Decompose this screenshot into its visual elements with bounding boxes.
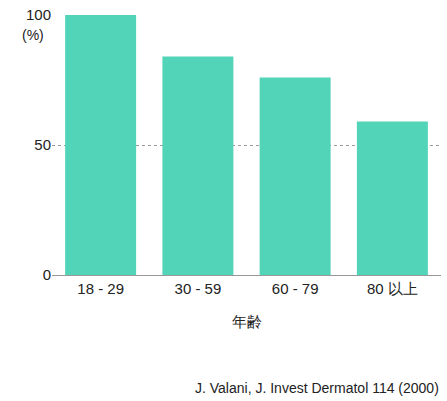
svg-text:年齢: 年齢 (232, 313, 262, 330)
svg-text:J. Valani, J. Invest Dermatol: J. Valani, J. Invest Dermatol 114 (2000) (195, 380, 439, 396)
svg-text:80 以上: 80 以上 (367, 280, 418, 297)
svg-text:50: 50 (34, 136, 51, 153)
svg-text:(%): (%) (22, 27, 44, 43)
svg-text:30 - 59: 30 - 59 (175, 280, 222, 297)
svg-text:18 - 29: 18 - 29 (77, 280, 124, 297)
svg-text:0: 0 (43, 266, 51, 283)
svg-text:60 - 79: 60 - 79 (272, 280, 319, 297)
svg-text:100: 100 (26, 6, 51, 23)
